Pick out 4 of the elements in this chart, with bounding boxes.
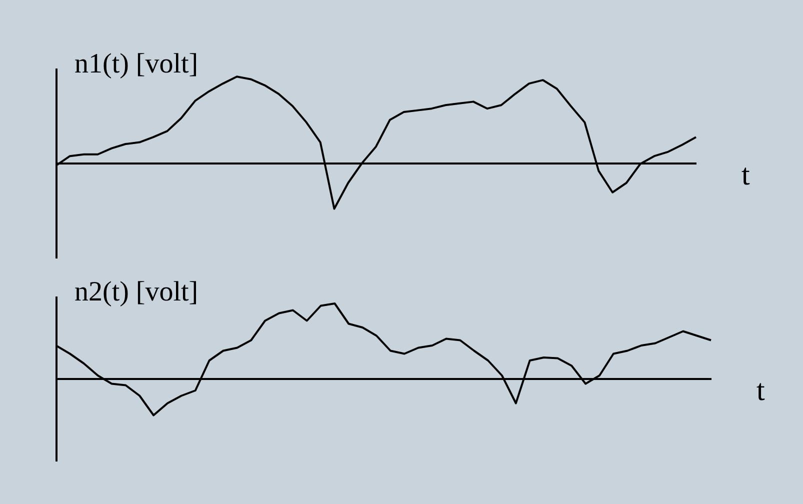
x-axis-title: t xyxy=(742,158,750,192)
x-axis-title: t xyxy=(756,374,766,407)
y-axis-title: n1(t) [volt] xyxy=(74,48,198,80)
y-axis-title: n2(t) [volt] xyxy=(74,276,198,308)
